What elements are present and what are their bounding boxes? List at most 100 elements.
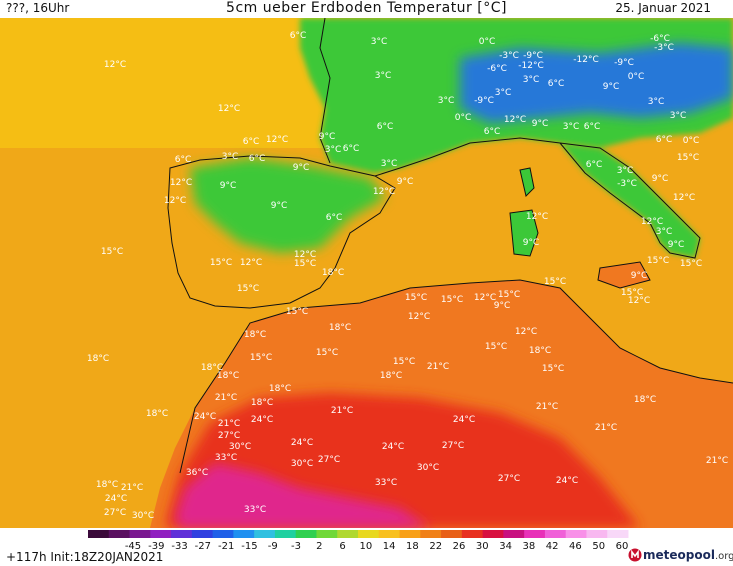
temperature-label: 3°C: [656, 227, 673, 237]
temperature-label: 15°C: [237, 284, 259, 294]
scale-swatch: [607, 530, 629, 538]
temperature-label: 21°C: [331, 406, 353, 416]
scale-swatch: [108, 530, 131, 538]
temperature-label: 9°C: [293, 163, 310, 173]
scale-swatch: [191, 530, 214, 538]
temperature-label: 0°C: [683, 136, 700, 146]
corsica-land: [520, 168, 534, 196]
temperature-label: 12°C: [240, 258, 262, 268]
temperature-label: 18°C: [251, 398, 273, 408]
temperature-label: 36°C: [186, 468, 208, 478]
temperature-label: 6°C: [586, 160, 603, 170]
temperature-label: 21°C: [427, 362, 449, 372]
temperature-label: 15°C: [393, 357, 415, 367]
temperature-label: 33°C: [244, 505, 266, 515]
temperature-label: 6°C: [249, 154, 266, 164]
temperature-label: 18°C: [201, 363, 223, 373]
temperature-label: -3°C: [654, 43, 674, 53]
scale-tick: -39: [148, 541, 164, 550]
scale-tick: -3: [291, 541, 301, 550]
scale-swatch: [337, 530, 359, 538]
scale-swatch: [524, 530, 546, 538]
temperature-label: 3°C: [375, 71, 392, 81]
temperature-label: 24°C: [382, 442, 404, 452]
scale-swatch: [212, 530, 234, 538]
temperature-label: 21°C: [536, 402, 558, 412]
temperature-label: 33°C: [215, 453, 237, 463]
temperature-label: 9°C: [668, 240, 685, 250]
color-scale: -45 -39 -33 -27 -21 -15 -9 -3 2 6 10 14 18 22 26 30 34 38…: [88, 530, 629, 550]
temperature-label: 9°C: [319, 132, 336, 142]
temperature-label: 12°C: [504, 115, 526, 125]
temperature-label: 9°C: [494, 301, 511, 311]
scale-swatch: [274, 530, 297, 538]
temperature-label: 15°C: [542, 364, 564, 374]
scale-tick: 2: [316, 541, 322, 550]
temperature-label: 3°C: [371, 37, 388, 47]
temperature-map: 12°C12°C6°C3°C3°C0°C-3°C -9°C-6°C -12°C-12…: [0, 18, 733, 528]
temperature-label: 15°C: [405, 293, 427, 303]
scale-swatch: [150, 530, 172, 538]
temperature-label: 18°C: [529, 346, 551, 356]
temperature-label: 9°C: [397, 177, 414, 187]
temperature-label: 0°C: [628, 72, 645, 82]
temperature-label: 15°C: [498, 290, 520, 300]
temperature-label: 21°C: [595, 423, 617, 433]
temperature-label: 15°C: [441, 295, 463, 305]
temperature-label: 18°C: [329, 323, 351, 333]
temperature-label: 9°C: [603, 82, 620, 92]
temperature-label: 6°C: [343, 144, 360, 154]
alps-cold-zone: [460, 43, 733, 123]
temperature-label: -9°C: [523, 51, 543, 61]
temperature-label: 12°C: [628, 296, 650, 306]
temperature-label: 3°C: [495, 88, 512, 98]
scale-swatch: [378, 530, 401, 538]
map-title: 5cm ueber Erdboden Temperatur [°C]: [226, 0, 507, 16]
temperature-label: 12°C: [474, 293, 496, 303]
temperature-label: 24°C: [291, 438, 313, 448]
temperature-label: 12°C: [641, 217, 663, 227]
temperature-label: -6°C: [487, 64, 507, 74]
temperature-label: 15°C: [316, 348, 338, 358]
temperature-label: 12°C: [408, 312, 430, 322]
sea-north-area: [0, 18, 330, 148]
temperature-label: 15°C: [101, 247, 123, 257]
temperature-label: 12°C: [294, 250, 316, 260]
temperature-label: 15°C: [250, 353, 272, 363]
temperature-label: -12°C: [518, 61, 543, 71]
scale-swatch: [420, 530, 442, 538]
temperature-label: 0°C: [479, 37, 496, 47]
scale-swatch: [399, 530, 421, 538]
scale-tick: 6: [339, 541, 345, 550]
temperature-label: 21°C: [215, 393, 237, 403]
temperature-label: 6°C: [175, 155, 192, 165]
header: ???, 16Uhr 5cm ueber Erdboden Temperatur…: [0, 0, 733, 18]
scale-tick: -21: [218, 541, 234, 550]
scale-tick: -9: [268, 541, 278, 550]
run-time-label: ???, 16Uhr: [6, 1, 70, 15]
temperature-label: 18°C: [269, 384, 291, 394]
temperature-label: 0°C: [455, 113, 472, 123]
temperature-label: 30°C: [417, 463, 439, 473]
temperature-label: 15°C: [677, 153, 699, 163]
temperature-label: 12°C: [164, 196, 186, 206]
scale-swatch: [171, 530, 193, 538]
temperature-label: -9°C: [474, 96, 494, 106]
temperature-label: 3°C: [438, 96, 455, 106]
scale-tick: 60: [616, 541, 629, 550]
temperature-label: 30°C: [132, 511, 154, 521]
temperature-label: 15°C: [544, 277, 566, 287]
temperature-label: 6°C: [243, 137, 260, 147]
temperature-label: 9°C: [220, 181, 237, 191]
temperature-label: 6°C: [656, 135, 673, 145]
temperature-label: 6°C: [326, 213, 343, 223]
temperature-label: 27°C: [104, 508, 126, 518]
italy-land: [560, 143, 700, 258]
temperature-label: 24°C: [105, 494, 127, 504]
scale-swatch: [441, 530, 463, 538]
temperature-label: 3°C: [563, 122, 580, 132]
temperature-label: 9°C: [271, 201, 288, 211]
meteopool-logo-icon: [628, 548, 642, 562]
temperature-label: 21°C: [706, 456, 728, 466]
brand-text: meteopool: [643, 548, 715, 562]
